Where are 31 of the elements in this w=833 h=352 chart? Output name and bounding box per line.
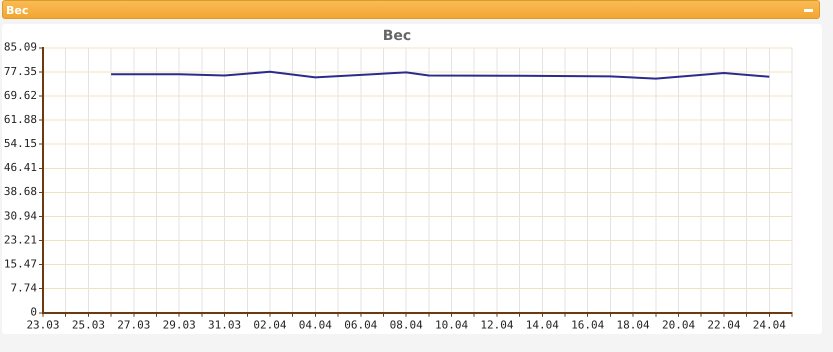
y-tick-label: 46.41 (4, 161, 37, 174)
x-tick-label: 23.03 (26, 318, 60, 332)
x-tick-label: 12.04 (480, 318, 514, 332)
x-tick-label: 10.04 (434, 318, 468, 332)
y-tick-label: 15.47 (4, 257, 37, 270)
x-tick-label: 04.04 (298, 318, 332, 332)
y-tick-label: 38.68 (4, 185, 37, 198)
x-tick-label: 14.04 (526, 318, 560, 332)
x-tick-label: 18.04 (616, 318, 650, 332)
x-tick-label: 25.03 (72, 318, 105, 332)
text: Вес (6, 4, 28, 17)
x-tick-label: 22.04 (707, 318, 741, 332)
x-tick-label: 08.04 (390, 318, 424, 332)
y-tick-label: 54.15 (4, 137, 37, 150)
y-tick-label: 0 (30, 306, 37, 319)
x-tick-label: 24.04 (752, 318, 786, 332)
x-tick-label: 27.03 (117, 318, 150, 332)
x-tick-label: 02.04 (253, 318, 287, 332)
y-tick-label: 77.35 (4, 64, 37, 78)
chart-title: Вес (382, 28, 412, 44)
y-tick-label: 30.94 (4, 209, 38, 222)
y-tick-label: 61.88 (4, 112, 37, 126)
y-tick-label: 23.21 (4, 233, 37, 246)
y-tick-label: 7.74 (10, 282, 38, 295)
x-tick-label: 29.03 (162, 318, 196, 332)
x-tick-label: 06.04 (344, 318, 378, 332)
x-tick-label: 31.03 (208, 318, 242, 332)
x-tick-label: 20.04 (662, 318, 696, 332)
x-tick-label: 16.04 (571, 318, 605, 332)
y-tick-label: 85.09 (4, 40, 37, 54)
y-tick-label: 69.62 (4, 88, 37, 102)
